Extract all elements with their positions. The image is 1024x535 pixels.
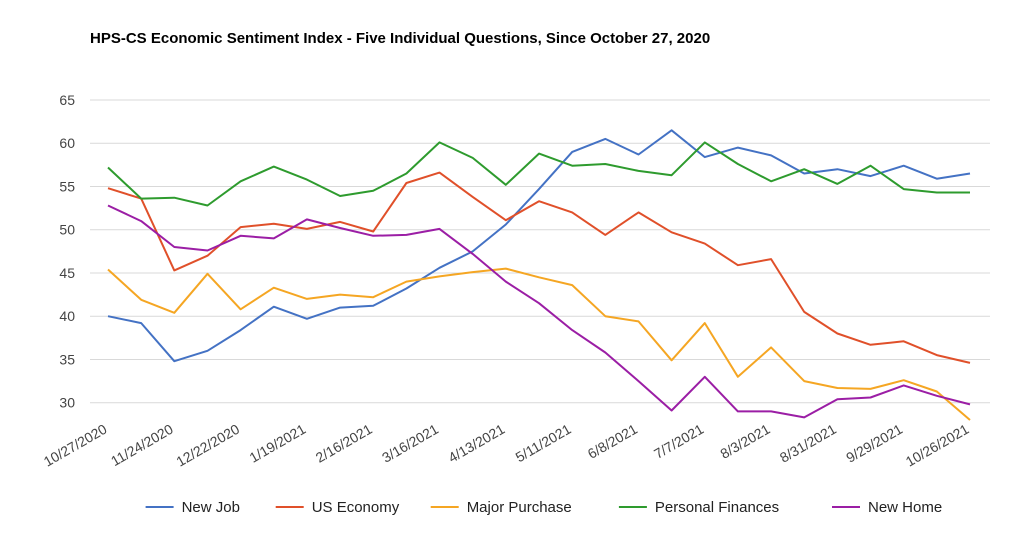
series-line-us-economy bbox=[107, 171, 971, 364]
series-line-new-home bbox=[107, 204, 971, 419]
grid-lines bbox=[90, 99, 990, 404]
x-tick-label: 7/7/2021 bbox=[651, 421, 706, 462]
series-line-personal-finances bbox=[107, 141, 970, 207]
x-tick-label: 4/13/2021 bbox=[445, 421, 507, 466]
x-tick-label: 8/3/2021 bbox=[717, 421, 772, 462]
x-tick-label: 10/26/2021 bbox=[903, 421, 972, 470]
chart-title: HPS-CS Economic Sentiment Index - Five I… bbox=[90, 30, 711, 47]
legend-label-new-home: New Home bbox=[868, 499, 942, 516]
x-tick-label: 5/11/2021 bbox=[513, 421, 574, 466]
x-tick-label: 11/24/2020 bbox=[108, 421, 176, 469]
x-tick-label: 10/27/2020 bbox=[41, 421, 110, 470]
legend-label-us-economy: US Economy bbox=[312, 499, 400, 516]
series-line-major-purchase bbox=[107, 267, 971, 421]
legend-label-personal-finances: Personal Finances bbox=[655, 499, 779, 516]
x-tick-label: 1/19/2021 bbox=[246, 421, 308, 466]
legend-label-major-purchase: Major Purchase bbox=[467, 499, 572, 516]
series-line-new-job bbox=[107, 129, 971, 363]
x-tick-label: 6/8/2021 bbox=[585, 421, 640, 462]
x-tick-label: 8/31/2021 bbox=[777, 421, 839, 466]
y-tick-label: 35 bbox=[59, 351, 75, 367]
y-tick-label: 30 bbox=[59, 395, 75, 411]
y-tick-label: 60 bbox=[59, 135, 75, 151]
x-tick-label: 2/16/2021 bbox=[313, 421, 375, 466]
y-tick-label: 40 bbox=[59, 308, 75, 324]
y-axis: 30 35 40 45 50 55 60 65 bbox=[59, 92, 75, 411]
x-tick-label: 12/22/2020 bbox=[173, 421, 242, 470]
x-tick-label: 9/29/2021 bbox=[843, 421, 905, 466]
y-tick-label: 55 bbox=[59, 178, 75, 194]
series-lines bbox=[107, 129, 971, 421]
legend: New Job US Economy Major Purchase Personal … bbox=[145, 499, 942, 516]
y-tick-label: 50 bbox=[59, 222, 75, 238]
y-tick-label: 45 bbox=[59, 265, 75, 281]
legend-label-new-job: New Job bbox=[182, 499, 240, 516]
y-tick-label: 65 bbox=[59, 92, 75, 108]
x-tick-label: 3/16/2021 bbox=[379, 421, 441, 466]
